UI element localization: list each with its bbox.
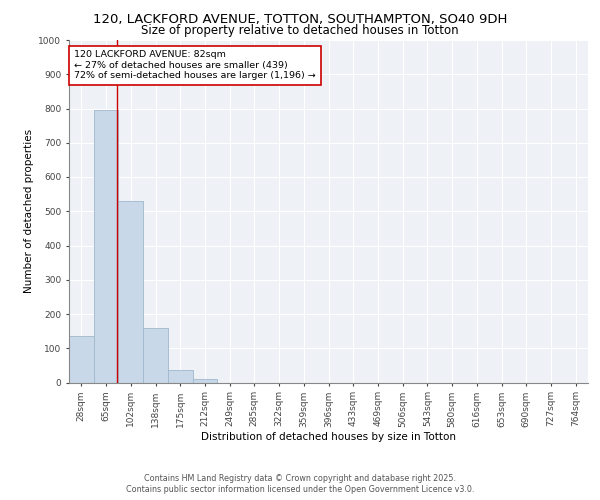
- X-axis label: Distribution of detached houses by size in Totton: Distribution of detached houses by size …: [201, 432, 456, 442]
- Bar: [94, 110, 118, 382]
- Bar: [143, 328, 168, 382]
- Bar: [118, 201, 143, 382]
- Bar: [193, 379, 217, 382]
- Bar: [69, 336, 94, 382]
- Text: Size of property relative to detached houses in Totton: Size of property relative to detached ho…: [141, 24, 459, 37]
- Y-axis label: Number of detached properties: Number of detached properties: [24, 129, 34, 294]
- Text: Contains HM Land Registry data © Crown copyright and database right 2025.
Contai: Contains HM Land Registry data © Crown c…: [126, 474, 474, 494]
- Text: 120 LACKFORD AVENUE: 82sqm
← 27% of detached houses are smaller (439)
72% of sem: 120 LACKFORD AVENUE: 82sqm ← 27% of deta…: [74, 50, 316, 80]
- Bar: [168, 370, 193, 382]
- Text: 120, LACKFORD AVENUE, TOTTON, SOUTHAMPTON, SO40 9DH: 120, LACKFORD AVENUE, TOTTON, SOUTHAMPTO…: [93, 12, 507, 26]
